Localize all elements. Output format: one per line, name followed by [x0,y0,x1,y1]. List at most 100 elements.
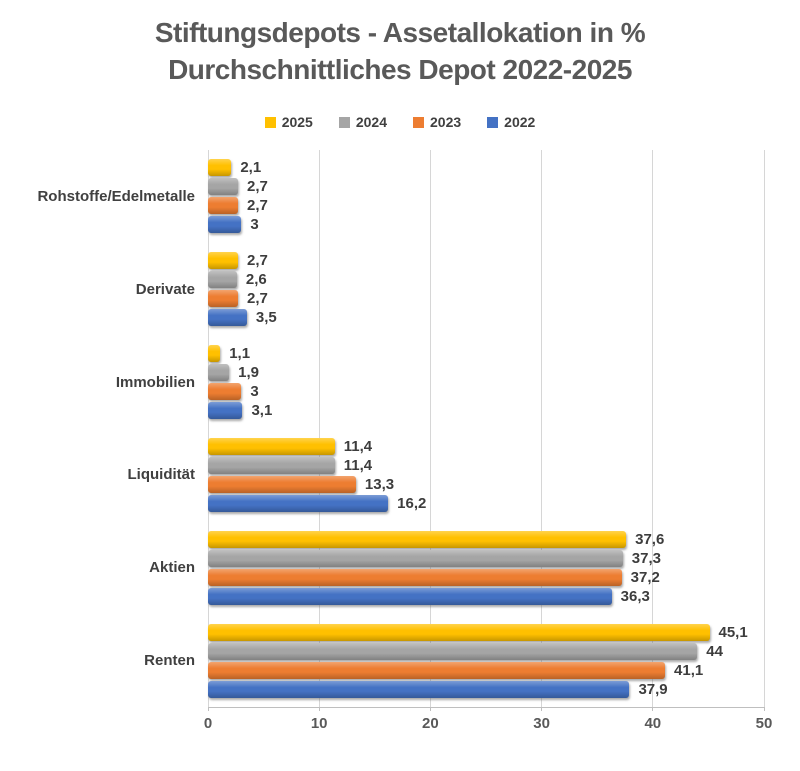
bar-value-label: 1,1 [229,345,251,363]
bar-value-label: 3,5 [255,309,277,327]
gridline [318,150,320,707]
bar-row: 2,7 [208,197,764,215]
bar-value-label: 1,9 [238,364,259,382]
bar-row: 37,9 [208,680,764,698]
bar-row: 3,5 [208,309,764,327]
category-label: Aktien [149,559,195,577]
bar-2024 [208,549,623,567]
bar-2023 [208,197,239,215]
bar-row: 37,3 [208,549,764,567]
bar-2025 [208,623,710,641]
bar-row: 1,9 [208,364,764,382]
bar-row: 2,7 [208,178,764,196]
bar-value-label: 11,4 [343,437,373,455]
legend-item: 2025 [264,114,313,130]
bar-value-label: 37,6 [635,530,665,548]
bar-row: 44 [208,642,764,660]
plot-area: 2,1 2,7 2,7 3 2,7 2,6 2,7 3,5 1,1 1,9 3 3,1 11,4 11,4… [207,150,765,711]
gridline [652,150,654,707]
bar-2023 [208,475,356,493]
bar-row: 3 [208,383,764,401]
bar-value-label: 11,4 [343,456,373,474]
bar-2025 [208,159,232,177]
bar-2024 [208,642,698,660]
x-axis-tick-label: 50 [755,715,773,732]
gridline [207,150,209,707]
bar-2025 [208,530,627,548]
category-label: Immobilien [115,373,195,391]
x-axis-tick-label: 40 [644,715,662,732]
bar-row: 3,1 [208,402,764,420]
bar-2022 [208,309,247,327]
bar-row: 16,2 [208,494,764,512]
bar-2023 [208,568,622,586]
bar-group: 2,1 2,7 2,7 3 [208,150,764,243]
chart-title-block: Stiftungsdepots - Assetallokation in % D… [0,14,800,88]
bar-value-label: 36,3 [620,587,650,605]
x-axis-tick [318,707,320,711]
bar-2022 [208,680,630,698]
bar-row: 13,3 [208,475,764,493]
category-label: Derivate [135,280,195,298]
bar-group: 37,6 37,3 37,2 36,3 [208,521,764,614]
bar-2024 [208,178,239,196]
chart-subtitle: Durchschnittliches Depot 2022-2025 [168,54,632,85]
gridline [541,150,543,707]
x-axis-tick-label: 10 [310,715,328,732]
chart-title: Stiftungsdepots - Assetallokation in % [154,17,646,48]
bar-2022 [208,494,389,512]
bar-row: 1,1 [208,345,764,363]
bar-2025 [208,252,239,270]
bar-value-label: 41,1 [674,661,704,679]
bar-row: 2,6 [208,271,764,289]
bar-row: 3 [208,216,764,234]
bar-value-label: 2,7 [247,197,268,215]
x-axis-tick-label: 0 [203,715,213,732]
x-axis-tick [207,707,209,711]
category-label: Liquidität [127,466,196,484]
bar-2022 [208,587,612,605]
bar-2025 [208,345,221,363]
legend-swatch [264,116,276,128]
bar-group: 11,4 11,4 13,3 16,2 [208,429,764,522]
bar-value-label: 2,7 [247,290,268,308]
bar-2024 [208,271,237,289]
legend-item: 2024 [338,114,387,130]
bar-value-label: 3,1 [251,402,273,420]
legend-label: 2024 [355,114,387,130]
bar-group: 2,7 2,6 2,7 3,5 [208,243,764,336]
bar-value-label: 45,1 [718,623,748,641]
bar-2023 [208,383,242,401]
x-axis-tick-label: 20 [422,715,439,732]
bar-row: 2,1 [208,159,764,177]
bar-group: 45,1 44 41,1 37,9 [208,614,764,707]
bar-group: 1,1 1,9 3 3,1 [208,336,764,429]
bar-value-label: 3 [250,216,259,234]
category-label: Renten [144,652,195,670]
bar-value-label: 44 [706,642,723,660]
x-axis-tick [541,707,543,711]
bar-value-label: 37,2 [630,568,660,586]
bar-value-label: 2,6 [245,271,267,289]
x-axis-line [208,707,764,708]
bar-value-label: 2,7 [247,252,268,270]
legend-label: 2022 [504,114,536,130]
legend-label: 2023 [430,114,462,130]
x-axis-tick [652,707,654,711]
chart-legend: 2025 2024 2023 2022 [0,114,800,130]
bar-2024 [208,456,335,474]
bar-2025 [208,437,335,455]
bar-value-label: 3 [250,383,259,401]
bar-value-label: 37,3 [631,549,661,567]
bar-row: 11,4 [208,437,764,455]
bar-row: 45,1 [208,623,764,641]
bar-value-label: 37,9 [638,680,668,698]
gridline [763,150,765,707]
bar-2023 [208,661,666,679]
legend-swatch [487,116,499,128]
legend-swatch [338,116,350,128]
bar-row: 41,1 [208,661,764,679]
legend-item: 2023 [413,114,461,130]
bar-2023 [208,290,239,308]
